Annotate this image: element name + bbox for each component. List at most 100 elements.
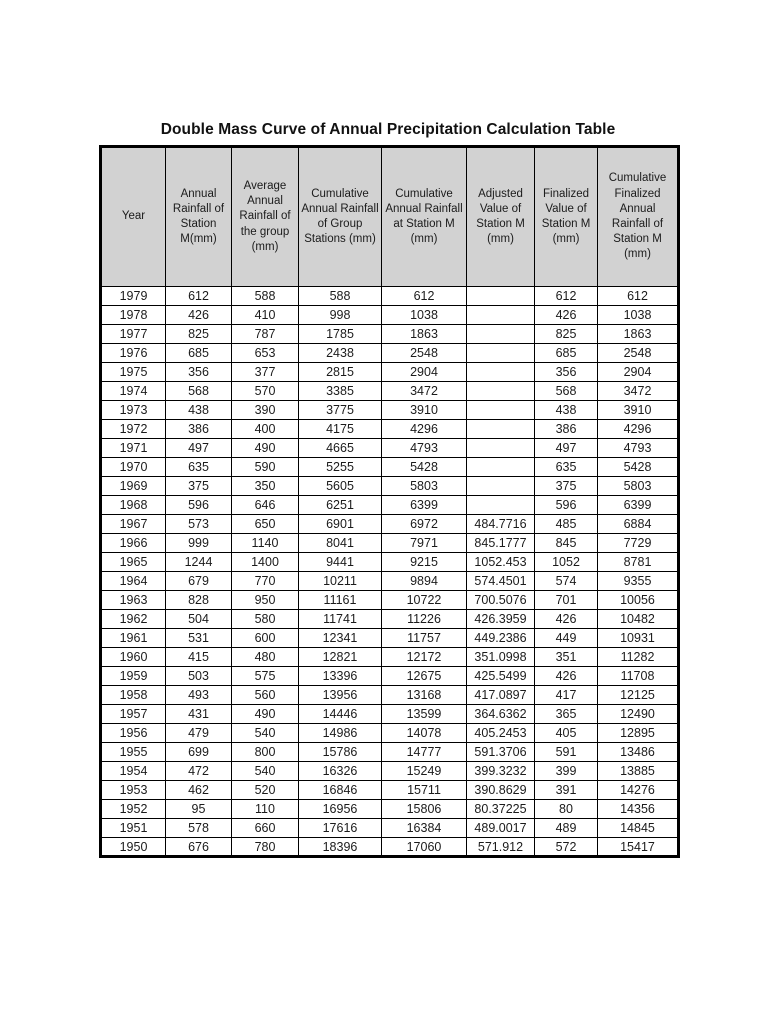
value-cell: [466, 400, 535, 420]
year-cell: 1964: [100, 571, 166, 591]
value-cell: 825: [534, 324, 598, 344]
value-cell: 10056: [597, 590, 679, 610]
value-cell: 16846: [298, 780, 382, 800]
column-header-4: Cumulative Annual Rainfall at Station M …: [381, 146, 467, 287]
value-cell: 13599: [381, 704, 467, 724]
value-cell: 1244: [165, 552, 232, 572]
table-row: 1973 438 390 3775 3910 438 3910: [100, 400, 679, 420]
value-cell: 3910: [597, 400, 679, 420]
value-cell: 612: [597, 286, 679, 306]
value-cell: 3385: [298, 381, 382, 401]
value-cell: 16956: [298, 799, 382, 819]
value-cell: 560: [231, 685, 299, 705]
value-cell: 3472: [597, 381, 679, 401]
table-row: 1954 472 540 16326 15249 399.3232 399 13885: [100, 761, 679, 781]
value-cell: 9894: [381, 571, 467, 591]
value-cell: 449: [534, 628, 598, 648]
value-cell: 484.7716: [466, 514, 535, 534]
year-cell: 1960: [100, 647, 166, 667]
value-cell: 472: [165, 761, 232, 781]
table-row: 1953 462 520 16846 15711 390.8629 391 14276: [100, 780, 679, 800]
value-cell: [466, 419, 535, 439]
value-cell: 15806: [381, 799, 467, 819]
value-cell: 16384: [381, 818, 467, 838]
value-cell: 9441: [298, 552, 382, 572]
value-cell: 7729: [597, 533, 679, 553]
value-cell: 590: [231, 457, 299, 477]
value-cell: 462: [165, 780, 232, 800]
value-cell: 12172: [381, 647, 467, 667]
value-cell: 6972: [381, 514, 467, 534]
value-cell: 365: [534, 704, 598, 724]
value-cell: [466, 343, 535, 363]
value-cell: 6884: [597, 514, 679, 534]
year-cell: 1973: [100, 400, 166, 420]
value-cell: 998: [298, 305, 382, 325]
value-cell: 417: [534, 685, 598, 705]
table-row: 1960 415 480 12821 12172 351.0998 351 11282: [100, 647, 679, 667]
precipitation-table: Year Annual Rainfall of Station M(mm) Aver…: [99, 145, 680, 858]
value-cell: 685: [165, 343, 232, 363]
table-row: 1977 825 787 1785 1863 825 1863: [100, 324, 679, 344]
column-header-3: Cumulative Annual Rainfall of Group Stat…: [298, 146, 382, 287]
value-cell: 12821: [298, 647, 382, 667]
value-cell: 4793: [381, 438, 467, 458]
value-cell: 3910: [381, 400, 467, 420]
value-cell: 12341: [298, 628, 382, 648]
value-cell: 391: [534, 780, 598, 800]
value-cell: 596: [534, 495, 598, 515]
value-cell: 12490: [597, 704, 679, 724]
value-cell: 497: [534, 438, 598, 458]
value-cell: 588: [231, 286, 299, 306]
table-row: 1963 828 950 11161 10722 700.5076 701 10056: [100, 590, 679, 610]
year-cell: 1953: [100, 780, 166, 800]
table-row: 1958 493 560 13956 13168 417.0897 417 12125: [100, 685, 679, 705]
value-cell: 431: [165, 704, 232, 724]
value-cell: 480: [231, 647, 299, 667]
year-cell: 1978: [100, 305, 166, 325]
value-cell: [466, 476, 535, 496]
value-cell: 485: [534, 514, 598, 534]
column-header-5: Adjusted Value of Station M (mm): [466, 146, 535, 287]
value-cell: 377: [231, 362, 299, 382]
value-cell: 999: [165, 533, 232, 553]
value-cell: 531: [165, 628, 232, 648]
value-cell: 15711: [381, 780, 467, 800]
value-cell: 80: [534, 799, 598, 819]
value-cell: 10211: [298, 571, 382, 591]
value-cell: 490: [231, 438, 299, 458]
column-header-6: Finalized Value of Station M (mm): [534, 146, 598, 287]
value-cell: 568: [165, 381, 232, 401]
value-cell: 12675: [381, 666, 467, 686]
value-cell: 503: [165, 666, 232, 686]
table-row: 1961 531 600 12341 11757 449.2386 449 10931: [100, 628, 679, 648]
value-cell: 356: [165, 362, 232, 382]
value-cell: 400: [231, 419, 299, 439]
value-cell: 5255: [298, 457, 382, 477]
value-cell: 11741: [298, 609, 382, 629]
value-cell: 825: [165, 324, 232, 344]
table-header-row: Year Annual Rainfall of Station M(mm) Aver…: [100, 146, 679, 287]
column-header-0: Year: [100, 146, 166, 287]
value-cell: 770: [231, 571, 299, 591]
value-cell: 679: [165, 571, 232, 591]
value-cell: 390.8629: [466, 780, 535, 800]
value-cell: 700.5076: [466, 590, 535, 610]
value-cell: 596: [165, 495, 232, 515]
value-cell: 6399: [381, 495, 467, 515]
value-cell: [466, 457, 535, 477]
value-cell: [466, 438, 535, 458]
value-cell: 497: [165, 438, 232, 458]
value-cell: 438: [534, 400, 598, 420]
value-cell: 13486: [597, 742, 679, 762]
value-cell: [466, 381, 535, 401]
table-row: 1979 612 588 588 612 612 612: [100, 286, 679, 306]
value-cell: 17060: [381, 837, 467, 857]
value-cell: 16326: [298, 761, 382, 781]
year-cell: 1965: [100, 552, 166, 572]
value-cell: 15249: [381, 761, 467, 781]
value-cell: 375: [165, 476, 232, 496]
value-cell: 2904: [597, 362, 679, 382]
value-cell: 399: [534, 761, 598, 781]
value-cell: 417.0897: [466, 685, 535, 705]
